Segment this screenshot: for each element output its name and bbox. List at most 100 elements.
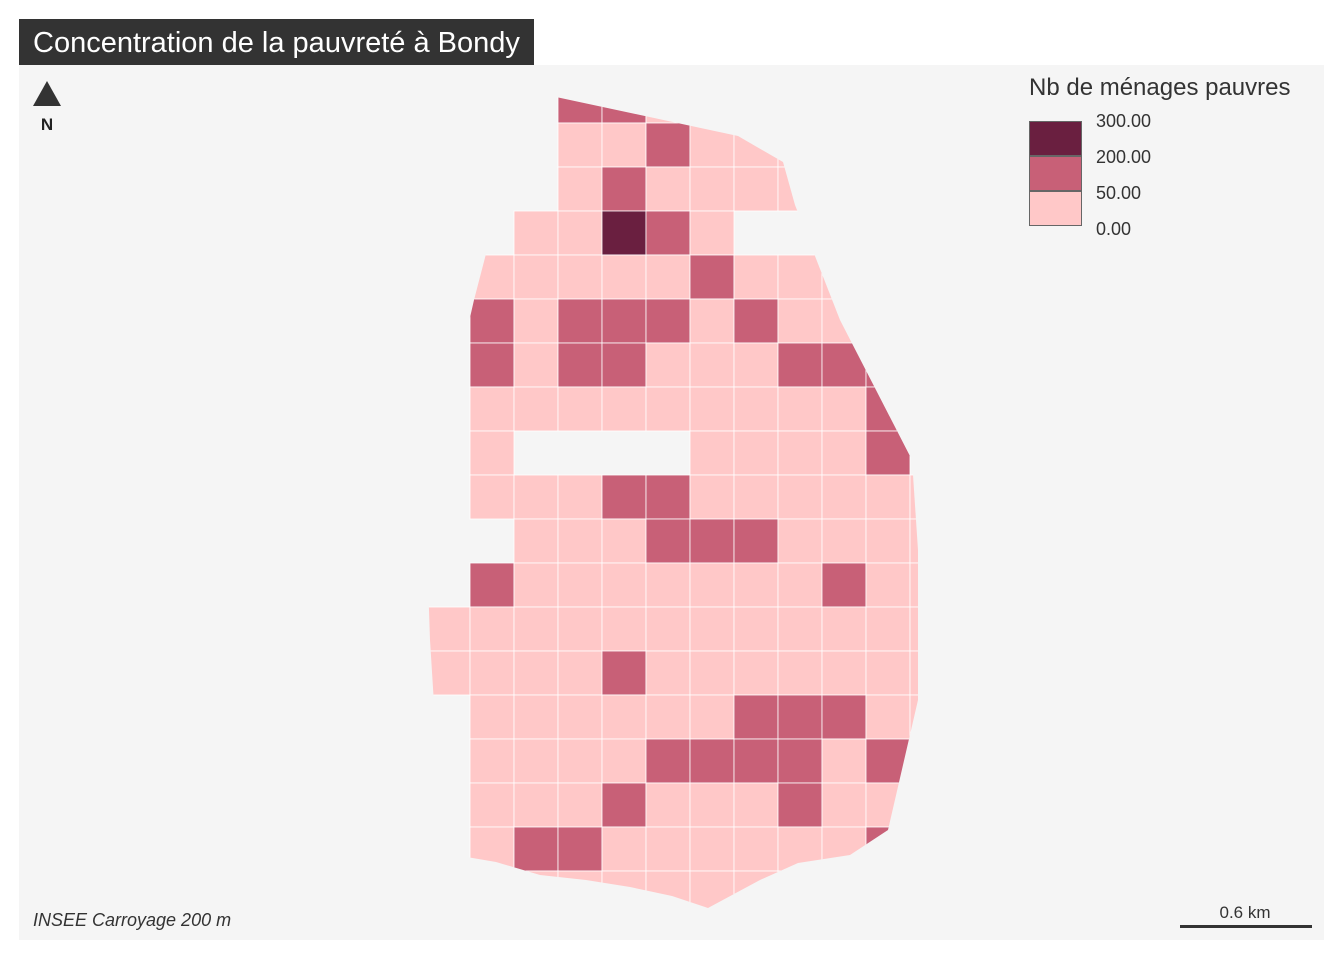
- grid-cell: [601, 518, 647, 564]
- grid-cell: [601, 474, 647, 520]
- grid-cell: [821, 342, 867, 388]
- grid-cell: [645, 298, 691, 344]
- grid-cell: [909, 870, 918, 908]
- grid-cell: [645, 562, 691, 608]
- grid-cell: [822, 915, 866, 959]
- grid-cell: [601, 210, 647, 256]
- grid-cell: [865, 518, 911, 564]
- grid-cell: [865, 738, 911, 784]
- grid-cell: [866, 915, 910, 959]
- grid-cell: [821, 606, 867, 652]
- grid-cell: [821, 694, 867, 740]
- grid-cell: [998, 739, 1042, 783]
- grid-cell: [777, 254, 823, 300]
- grid-cell: [689, 870, 735, 908]
- grid-cell: [513, 254, 559, 300]
- grid-cell: [557, 210, 603, 256]
- grid-cell: [601, 650, 647, 696]
- grid-cell: [513, 518, 559, 564]
- grid-cell: [557, 606, 603, 652]
- grid-cell: [733, 870, 779, 908]
- scale-label: 0.6 km: [1219, 903, 1271, 922]
- grid-cell: [821, 474, 867, 520]
- grid-cell: [821, 298, 867, 344]
- grid-cell: [733, 474, 779, 520]
- legend-swatch-low: [1029, 191, 1082, 226]
- grid-cell: [645, 650, 691, 696]
- grid-cell: [733, 298, 779, 344]
- grid-cell: [689, 430, 735, 476]
- grid-cell: [733, 430, 779, 476]
- grid-cell: [821, 518, 867, 564]
- north-arrow-icon: [33, 81, 61, 106]
- grid-cell: [689, 210, 735, 256]
- grid-cell: [557, 694, 603, 740]
- legend-break-50: 50.00: [1096, 183, 1142, 203]
- grid-cell: [557, 386, 603, 432]
- grid-cell: [821, 254, 867, 300]
- grid-cell: [909, 650, 918, 696]
- grid-cell: [865, 606, 911, 652]
- grid-cell: [469, 606, 515, 652]
- grid-cell: [733, 606, 779, 652]
- grid-cell: [557, 826, 603, 872]
- grid-cell: [777, 474, 823, 520]
- grid-cell: [428, 606, 471, 652]
- grid-cell: [909, 782, 918, 828]
- grid-cell: [865, 694, 911, 740]
- grid-cell: [513, 826, 559, 872]
- grid-cell: [821, 782, 867, 828]
- grid-cell: [558, 915, 602, 959]
- grid-cell: [998, 695, 1042, 739]
- grid-cell: [954, 739, 998, 783]
- grid-cell: [821, 430, 867, 476]
- grid-cell: [998, 827, 1042, 871]
- grid-cell: [557, 342, 603, 388]
- grid-cell: [645, 606, 691, 652]
- grid-cell: [601, 254, 647, 300]
- grid-cell: [821, 166, 867, 212]
- grid-cell: [777, 870, 823, 908]
- legend-body: 300.00 200.00 50.00 0.00: [1029, 111, 1291, 244]
- grid-cell: [777, 166, 823, 212]
- legend-swatch-mid: [1029, 156, 1082, 191]
- grid-cell: [733, 826, 779, 872]
- grid-cell: [645, 870, 691, 908]
- grid-cell: [909, 606, 918, 652]
- grid-cell: [821, 650, 867, 696]
- legend-break-300: 300.00: [1096, 111, 1152, 131]
- grid-cell: [645, 386, 691, 432]
- grid-cell: [645, 210, 691, 256]
- grid-cell: [645, 97, 691, 124]
- grid-cell: [910, 915, 954, 959]
- grid-cell: [733, 738, 779, 784]
- grid-cell: [469, 342, 515, 388]
- grid-cell: [998, 651, 1042, 695]
- grid-cell: [601, 122, 647, 168]
- grid-cell: [513, 870, 559, 908]
- grid-cell: [601, 562, 647, 608]
- grid-cell: [734, 915, 778, 959]
- grid-cell: [865, 342, 911, 388]
- grid-cell: [689, 694, 735, 740]
- grid-cell: [821, 386, 867, 432]
- grid-cell: [777, 694, 823, 740]
- grid-cell: [469, 298, 515, 344]
- grid-cell: [865, 650, 911, 696]
- grid-cell: [645, 254, 691, 300]
- grid-cell: [557, 870, 603, 908]
- grid-cell: [601, 166, 647, 212]
- grid-cell: [469, 694, 515, 740]
- grid-cell: [777, 782, 823, 828]
- grid-cell: [469, 562, 515, 608]
- grid-cell: [865, 870, 911, 908]
- legend-title: Nb de ménages pauvres: [1029, 74, 1291, 101]
- grid-cell: [645, 738, 691, 784]
- grid-cell: [513, 298, 559, 344]
- grid-cell: [557, 518, 603, 564]
- grid-cell: [733, 650, 779, 696]
- grid-cell: [557, 738, 603, 784]
- north-label: N: [40, 115, 54, 134]
- grid-cell: [689, 254, 735, 300]
- grid-cell: [645, 342, 691, 388]
